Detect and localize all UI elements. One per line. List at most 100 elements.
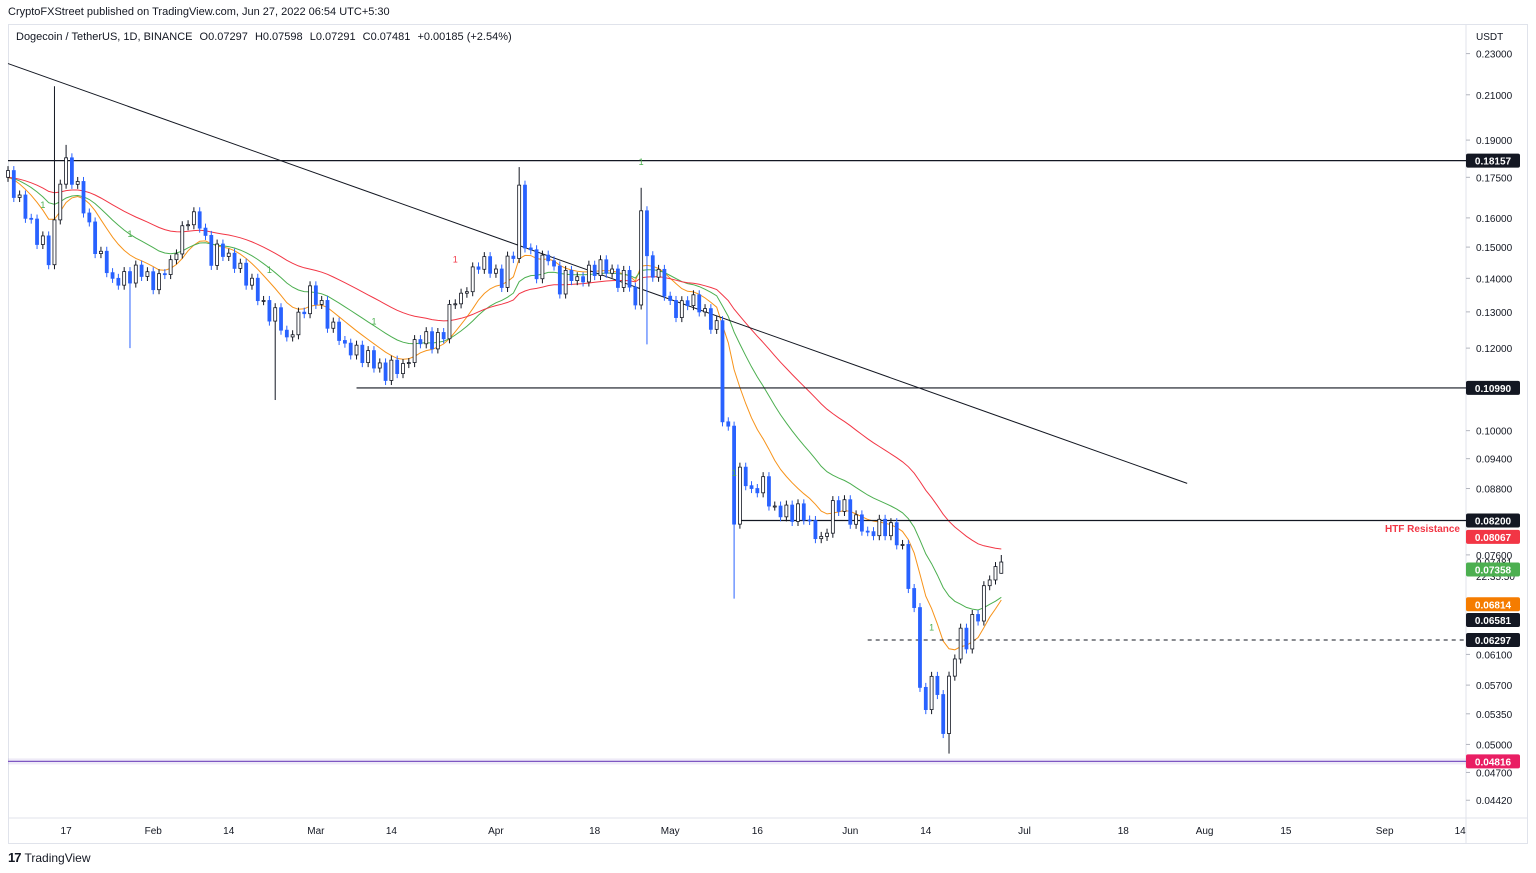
price-tag-htf-bg: [1466, 529, 1520, 544]
candle-body: [865, 530, 870, 533]
time-axis-tick-label: 16: [752, 826, 764, 837]
candle-body: [732, 425, 736, 525]
candle-body: [557, 265, 562, 295]
candle-body: [412, 339, 417, 363]
price-tag-resistance-low: 0.08200: [1475, 516, 1512, 527]
candle-body: [825, 532, 829, 537]
candle-body: [441, 332, 446, 340]
candle-body: [186, 224, 190, 227]
candle-body: [267, 300, 272, 322]
candle-body: [215, 243, 220, 266]
candle-body: [261, 300, 266, 302]
candle-body: [668, 295, 673, 301]
candle-body: [64, 157, 68, 185]
footer-brand[interactable]: TradingView: [24, 850, 91, 865]
candle-body: [255, 277, 260, 302]
candle-body: [935, 675, 940, 695]
candle-body: [29, 217, 34, 220]
candle-body: [383, 362, 388, 381]
candle-body: [343, 340, 347, 344]
price-tag-resistance-top-bg: [1466, 153, 1520, 168]
candle-body: [244, 262, 249, 286]
candle-body: [81, 181, 86, 214]
candle-body: [197, 211, 202, 229]
candle-body: [290, 334, 295, 338]
candle-body: [883, 518, 888, 537]
candle-body: [401, 363, 405, 375]
candle-body: [772, 505, 777, 508]
candle-body: [168, 259, 173, 275]
candle-body: [586, 264, 591, 283]
signal-marker: 1: [371, 316, 376, 326]
price-axis-tick-label: 0.21000: [1476, 91, 1513, 102]
candle-body: [319, 300, 324, 305]
candle-body: [720, 320, 725, 423]
price-axis-tick-label: 0.23000: [1476, 50, 1513, 61]
candle-body: [87, 212, 92, 223]
candle-body: [848, 499, 853, 525]
price-axis-tick-label: 0.07600: [1476, 551, 1513, 562]
ema-20-line: [7, 176, 1002, 611]
candle-body: [116, 277, 121, 286]
legend-close: C0.07481: [362, 31, 411, 43]
candle-body: [348, 342, 353, 356]
price-tag-resistance-low-bg: [1466, 513, 1520, 528]
tradingview-logo-icon[interactable]: 17: [8, 850, 22, 865]
candle-body: [110, 272, 115, 279]
publisher-text: CryptoFXStreet published on TradingView.…: [8, 6, 390, 18]
candle-body: [743, 466, 748, 487]
candle-body: [226, 252, 231, 257]
candle-body: [528, 247, 533, 251]
ema-40-line: [7, 176, 1002, 550]
candle-body: [157, 273, 161, 291]
candle-body: [807, 519, 812, 522]
candle-body: [238, 262, 243, 269]
candle-body: [918, 607, 922, 688]
candle-body: [796, 503, 800, 522]
candle-body: [133, 264, 138, 284]
candle-body: [981, 585, 986, 622]
signal-marker: 1: [453, 255, 458, 265]
candle-body: [104, 250, 109, 274]
candle-body: [453, 303, 458, 306]
candle-body: [854, 514, 858, 525]
price-tag-resistance-top: 0.18157: [1475, 157, 1512, 168]
candle-body: [703, 308, 707, 313]
candle-body: [499, 268, 504, 288]
candle-body: [540, 254, 545, 280]
candle-body: [313, 285, 318, 305]
candle-body: [325, 300, 330, 329]
descending-trendline: [7, 63, 1188, 484]
candle-body: [209, 235, 214, 266]
candle-countdown: 22:35:50: [1476, 572, 1515, 583]
candle-body: [284, 329, 289, 338]
candle-body: [476, 266, 481, 270]
time-axis-tick-label: Jul: [1018, 826, 1031, 837]
candle-body: [354, 344, 359, 356]
candle-body: [93, 221, 98, 254]
candle-body: [418, 339, 423, 345]
candle-body: [581, 276, 585, 283]
candle-body: [372, 350, 376, 369]
candle-body: [40, 235, 45, 245]
time-axis-tick-label: 14: [386, 826, 398, 837]
candle-body: [970, 614, 975, 650]
candle-body: [813, 520, 818, 540]
candle-body: [552, 260, 556, 267]
candle-body: [859, 514, 864, 532]
candle-body: [877, 518, 882, 537]
candle-body: [447, 304, 452, 340]
signal-marker: 1: [127, 229, 132, 239]
candle-body: [958, 627, 963, 660]
candle-body: [755, 488, 760, 494]
candle-body: [708, 308, 713, 330]
price-tag-ema-fast: 0.06814: [1475, 600, 1512, 611]
candle-body: [406, 362, 411, 364]
candle-body: [331, 321, 336, 329]
price-tag-ema-mid-bg: [1466, 562, 1520, 577]
price-tag-resistance-mid: 0.10990: [1475, 384, 1512, 395]
candle-body: [569, 270, 574, 282]
candle-body: [6, 170, 10, 178]
candle-body: [697, 294, 702, 313]
